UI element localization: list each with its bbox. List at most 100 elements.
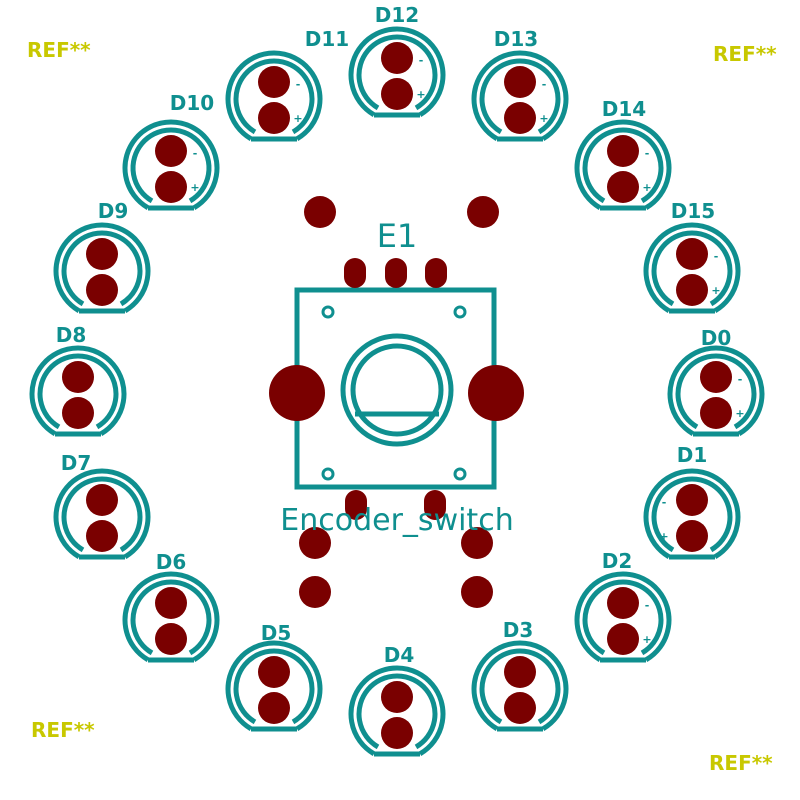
led-pad-anode (381, 717, 413, 749)
led-negative-marker: - (662, 496, 667, 509)
led-outline-inner (356, 34, 438, 111)
led-footprint-d8: D8 (29, 323, 127, 437)
led-outline-outer (667, 345, 765, 437)
led-pad-anode (676, 274, 708, 306)
encoder-top-pad-1 (344, 258, 366, 288)
encoder-lower-pad-left-1 (299, 527, 331, 559)
led-outline-inner (582, 127, 664, 204)
led-outline-inner (130, 127, 212, 204)
encoder-reference-label: E1 (377, 217, 418, 255)
led-outline-outer (574, 119, 672, 211)
led-reference-label: D6 (156, 550, 187, 574)
led-outline-inner (61, 476, 143, 553)
led-pad-cathode (381, 681, 413, 713)
led-outline-outer (471, 640, 569, 732)
led-positive-marker: + (293, 112, 302, 125)
led-pad-cathode (607, 587, 639, 619)
encoder-top-pad-2 (385, 258, 407, 288)
led-outline-outer (122, 119, 220, 211)
led-pad-cathode (700, 361, 732, 393)
led-outline-outer (122, 571, 220, 663)
led-pad-anode (258, 692, 290, 724)
encoder-lower-pad-left-2 (299, 576, 331, 608)
led-outline-inner (479, 648, 561, 725)
led-positive-marker: + (539, 112, 548, 125)
led-outline-inner (233, 648, 315, 725)
led-pad-anode (676, 520, 708, 552)
led-pad-cathode (258, 656, 290, 688)
led-negative-marker: - (645, 147, 650, 160)
led-pad-anode (258, 102, 290, 134)
led-pad-cathode (607, 135, 639, 167)
led-reference-label: D12 (375, 3, 419, 27)
led-reference-label: D3 (503, 618, 534, 642)
led-footprint-d10: D10 - + (122, 91, 220, 211)
led-pad-anode (86, 520, 118, 552)
encoder-bottom-pad-left (345, 490, 367, 520)
reference-marker-bottom-left: REF** (31, 718, 95, 742)
encoder-footprint: E1 Encoder_switch (269, 196, 524, 608)
led-pad-anode (62, 397, 94, 429)
led-positive-marker: + (190, 181, 199, 194)
led-footprints: D0 - + D1 - + D2 - + D3 D4 D5 D6 D7 D8 D9 D10 - + D11 - + D12 -… (29, 3, 765, 757)
led-outline-outer (348, 26, 446, 118)
led-pad-cathode (676, 238, 708, 270)
led-outline-outer (471, 50, 569, 142)
led-footprint-d13: D13 - + (471, 27, 569, 142)
led-pad-anode (155, 623, 187, 655)
led-footprint-d15: D15 - + (643, 199, 741, 314)
reference-marker-top-left: REF** (27, 38, 91, 62)
led-reference-label: D11 (305, 27, 349, 51)
led-negative-marker: - (542, 78, 547, 91)
led-outline-inner (582, 579, 664, 656)
reference-marker-bottom-right: REF** (709, 751, 773, 775)
encoder-top-pad-3 (425, 258, 447, 288)
led-outline-inner (675, 353, 757, 430)
led-pad-anode (504, 102, 536, 134)
led-reference-label: D0 (701, 326, 732, 350)
led-reference-label: D15 (671, 199, 715, 223)
led-pad-cathode (155, 587, 187, 619)
led-reference-label: D14 (602, 97, 646, 121)
led-reference-label: D5 (261, 621, 292, 645)
led-negative-marker: - (645, 599, 650, 612)
led-positive-marker: + (659, 530, 668, 543)
led-reference-label: D7 (61, 451, 92, 475)
led-positive-marker: + (642, 181, 651, 194)
led-footprint-d3: D3 (471, 618, 569, 732)
encoder-mount-pad-right (468, 365, 524, 421)
led-outline-outer (348, 665, 446, 757)
led-pad-anode (607, 171, 639, 203)
led-negative-marker: - (296, 78, 301, 91)
led-footprint-d11: D11 - + (225, 27, 349, 142)
encoder-lower-pad-right-1 (461, 527, 493, 559)
led-outline-outer (29, 345, 127, 437)
encoder-lower-pad-right-2 (461, 576, 493, 608)
led-outline-inner (37, 353, 119, 430)
led-outline-outer (225, 640, 323, 732)
led-reference-label: D1 (677, 443, 708, 467)
led-outline-outer (53, 222, 151, 314)
led-pad-anode (155, 171, 187, 203)
encoder-mount-hole-bottom-right (453, 467, 467, 481)
led-negative-marker: - (193, 147, 198, 160)
led-outline-outer (53, 468, 151, 560)
led-outline-inner (130, 579, 212, 656)
led-footprint-d14: D14 - + (574, 97, 672, 211)
encoder-mount-pad-left (269, 365, 325, 421)
encoder-switch-pad-top-left (304, 196, 336, 228)
led-positive-marker: + (416, 88, 425, 101)
led-pad-anode (700, 397, 732, 429)
led-pad-cathode (676, 484, 708, 516)
led-negative-marker: - (714, 250, 719, 263)
encoder-bottom-pad-right (424, 490, 446, 520)
led-reference-label: D9 (98, 199, 129, 223)
reference-marker-top-right: REF** (713, 42, 777, 66)
encoder-switch-pad-top-right (467, 196, 499, 228)
led-outline-inner (651, 230, 733, 307)
led-footprint-d1: D1 - + (643, 443, 741, 560)
led-outline-inner (356, 673, 438, 750)
led-outline-inner (479, 58, 561, 135)
led-footprint-d0: D0 - + (667, 326, 765, 437)
